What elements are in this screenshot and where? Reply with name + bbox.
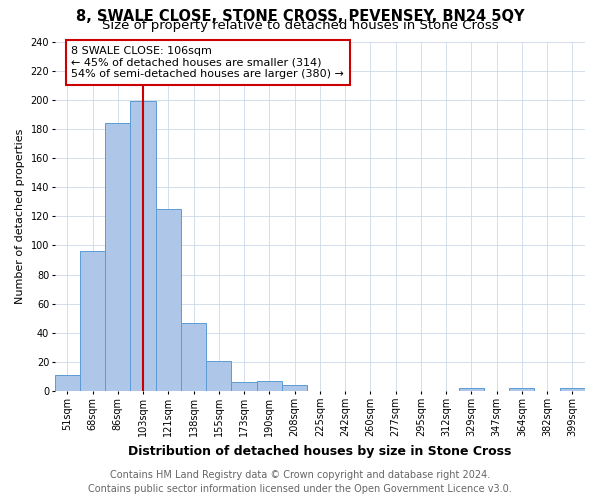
Bar (560, 388, 585, 391)
Bar (509, 388, 535, 391)
Text: Contains HM Land Registry data © Crown copyright and database right 2024.
Contai: Contains HM Land Registry data © Crown c… (88, 470, 512, 494)
Bar (156, 209, 181, 391)
Bar (55, 375, 80, 391)
Bar (232, 382, 257, 391)
Y-axis label: Number of detached properties: Number of detached properties (15, 128, 25, 304)
Bar (282, 386, 307, 391)
Bar (257, 381, 282, 391)
Bar (459, 388, 484, 391)
Text: Size of property relative to detached houses in Stone Cross: Size of property relative to detached ho… (101, 19, 499, 32)
X-axis label: Distribution of detached houses by size in Stone Cross: Distribution of detached houses by size … (128, 444, 512, 458)
Bar (105, 123, 130, 391)
Text: 8 SWALE CLOSE: 106sqm
← 45% of detached houses are smaller (314)
54% of semi-det: 8 SWALE CLOSE: 106sqm ← 45% of detached … (71, 46, 344, 79)
Bar (80, 252, 105, 391)
Bar (181, 322, 206, 391)
Text: 8, SWALE CLOSE, STONE CROSS, PEVENSEY, BN24 5QY: 8, SWALE CLOSE, STONE CROSS, PEVENSEY, B… (76, 9, 524, 24)
Bar (130, 101, 156, 391)
Bar (206, 360, 232, 391)
